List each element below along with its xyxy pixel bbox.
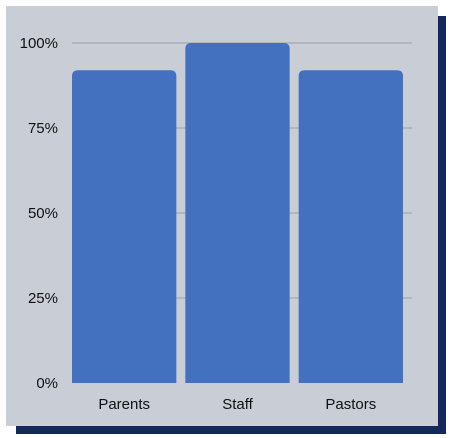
bars [72, 43, 403, 383]
y-axis-ticks: 0% 25% 50% 75% 100% [20, 35, 58, 392]
y-tick-label: 50% [28, 205, 58, 222]
y-tick-label: 75% [28, 120, 58, 137]
y-tick-label: 0% [36, 375, 58, 392]
bar-pastors [298, 70, 403, 383]
x-category-label: Pastors [325, 396, 376, 413]
x-category-label: Staff [222, 396, 253, 413]
y-tick-label: 100% [20, 35, 58, 52]
bar-parents [72, 70, 177, 383]
x-axis-categories: Parents Staff Pastors [98, 396, 376, 413]
x-category-label: Parents [98, 396, 150, 413]
bar-staff [185, 43, 290, 383]
y-tick-label: 25% [28, 290, 58, 307]
